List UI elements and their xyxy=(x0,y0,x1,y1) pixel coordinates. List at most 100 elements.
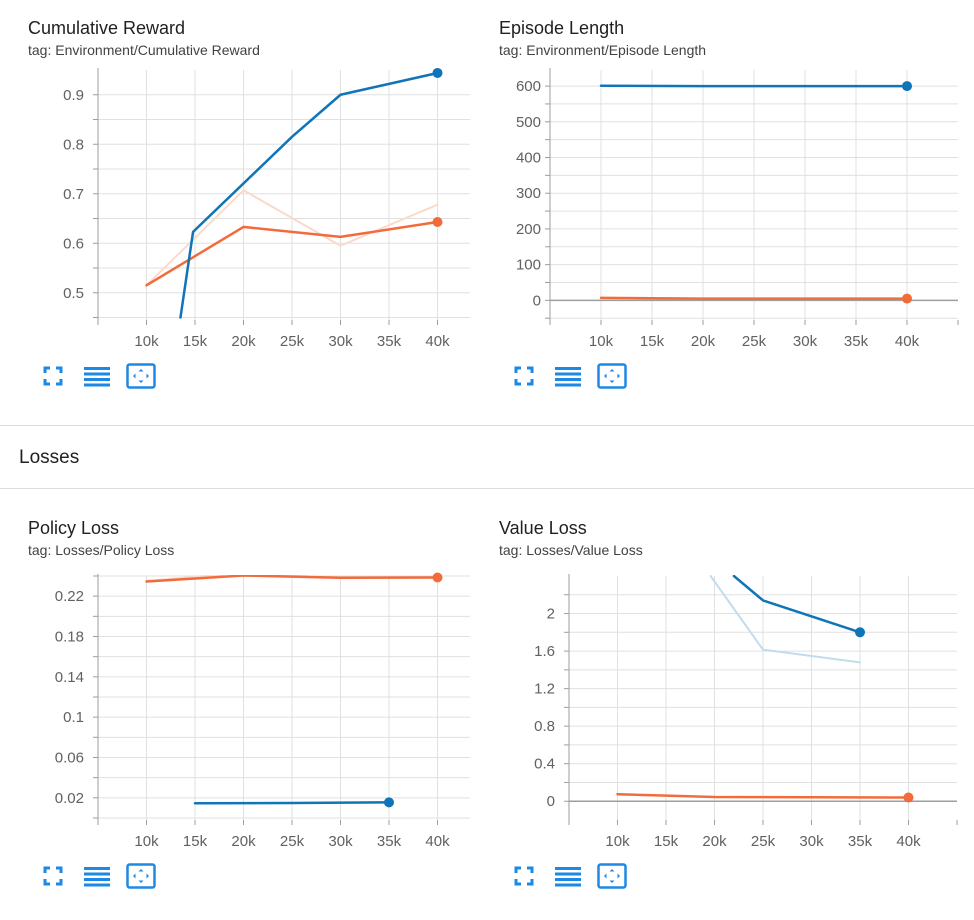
chart-title: Value Loss xyxy=(499,518,587,538)
y-tick-label: 500 xyxy=(516,114,541,131)
y-tick-label: 0.7 xyxy=(63,186,84,203)
y-tick-label: 0 xyxy=(533,292,541,309)
y-tick-label: 1.6 xyxy=(534,643,555,660)
x-tick-label: 15k xyxy=(640,333,665,350)
y-tick-label: 0.8 xyxy=(63,136,84,153)
x-tick-label: 15k xyxy=(183,333,208,350)
x-tick-label: 30k xyxy=(793,333,818,350)
x-tick-label: 20k xyxy=(702,833,727,850)
y-tick-label: 300 xyxy=(516,185,541,202)
fit-domain-icon[interactable] xyxy=(597,362,627,390)
x-tick-label: 25k xyxy=(751,833,776,850)
section-divider xyxy=(0,488,974,489)
plot-area xyxy=(145,71,439,319)
chart-toolbar xyxy=(38,362,156,390)
fit-domain-icon[interactable] xyxy=(126,862,156,890)
chart-toolbar xyxy=(509,362,627,390)
y-tick-label: 2 xyxy=(547,606,555,623)
toggle-y-log-icon[interactable] xyxy=(82,862,112,890)
series-end-dot-orange xyxy=(903,792,914,803)
chart-title: Cumulative Reward xyxy=(28,18,186,38)
y-tick-label: 200 xyxy=(516,221,541,238)
x-tick-label: 30k xyxy=(328,833,353,850)
x-tick-label: 20k xyxy=(231,333,256,350)
toggle-y-log-icon[interactable] xyxy=(553,362,583,390)
chart-card-cumulative-reward: Cumulative Reward tag: Environment/Cumul… xyxy=(0,0,470,400)
y-tick-label: 0.18 xyxy=(55,628,84,645)
chart-card-episode-length: Episode Length tag: Environment/Episode … xyxy=(471,0,959,400)
x-tick-label: 35k xyxy=(848,833,873,850)
chart-tag: tag: Environment/Cumulative Reward xyxy=(28,42,260,58)
x-tick-label: 10k xyxy=(589,333,614,350)
chart-policy-loss[interactable]: 10k 15k 20k 25k 30k 35k 40k 0.02 0.06 0.1 0.14 0.18… xyxy=(0,500,470,860)
x-tick-label: 10k xyxy=(605,833,630,850)
x-tick-label: 25k xyxy=(280,833,305,850)
series-line-blue xyxy=(179,71,439,319)
series-end-dot-blue xyxy=(855,627,865,638)
y-tick-label: 1.2 xyxy=(534,681,555,698)
series-line-orange xyxy=(145,220,439,287)
fullscreen-icon[interactable] xyxy=(509,362,539,390)
x-tick-label: 40k xyxy=(895,333,920,350)
x-tick-label: 10k xyxy=(134,833,159,850)
fit-domain-icon[interactable] xyxy=(597,862,627,890)
y-tick-label: 0.9 xyxy=(63,87,84,104)
x-tick-label: 35k xyxy=(377,833,402,850)
series-end-dot-blue xyxy=(432,67,443,78)
y-tick-label: 0.14 xyxy=(55,669,84,686)
plot-area xyxy=(599,84,909,300)
toggle-y-log-icon[interactable] xyxy=(553,862,583,890)
x-tick-label: 30k xyxy=(328,333,353,350)
chart-toolbar xyxy=(509,862,627,890)
series-end-dot-orange xyxy=(432,572,443,583)
y-tick-label: 0.5 xyxy=(63,285,84,302)
fullscreen-icon[interactable] xyxy=(509,862,539,890)
x-tick-label: 40k xyxy=(425,333,450,350)
toggle-y-log-icon[interactable] xyxy=(82,362,112,390)
y-tick-label: 0.1 xyxy=(63,709,84,726)
grid xyxy=(98,70,470,320)
series-end-dot-blue xyxy=(902,81,912,92)
fullscreen-icon[interactable] xyxy=(38,362,68,390)
chart-title: Policy Loss xyxy=(28,518,120,538)
plot-area xyxy=(145,575,439,805)
chart-value-loss[interactable]: 10k 15k 20k 25k 30k 35k 40k 0 0.4 0.8 1.2 1.6 2 xyxy=(471,500,974,860)
chart-card-value-loss: Value Loss tag: Losses/Value Loss 10k 15k… xyxy=(471,500,958,900)
x-tick-label: 20k xyxy=(691,333,716,350)
y-tick-label: 400 xyxy=(516,150,541,167)
chart-episode-length[interactable]: 10k 15k 20k 25k 30k 35k 40k 0 100 200 300 400 500 600 xyxy=(471,0,974,360)
fit-domain-icon[interactable] xyxy=(126,362,156,390)
chart-title: Episode Length xyxy=(499,18,625,38)
series-line-orange xyxy=(145,575,439,583)
chart-tag: tag: Losses/Value Loss xyxy=(499,542,643,558)
section-title-losses: Losses xyxy=(19,447,80,468)
plot-area xyxy=(616,575,910,799)
series-line-orange xyxy=(599,296,909,300)
series-end-dot-orange xyxy=(432,216,443,227)
fullscreen-icon[interactable] xyxy=(38,862,68,890)
series-line-orange xyxy=(616,792,910,799)
chart-tag: tag: Losses/Policy Loss xyxy=(28,542,175,558)
chart-toolbar xyxy=(38,862,156,890)
y-tick-label: 0.06 xyxy=(55,749,84,766)
x-tick-label: 25k xyxy=(742,333,767,350)
grid xyxy=(98,575,470,820)
series-line-blue xyxy=(193,801,391,805)
x-tick-label: 15k xyxy=(183,833,208,850)
x-tick-label: 40k xyxy=(896,833,921,850)
series-end-dot-blue xyxy=(384,797,394,808)
section-divider xyxy=(0,425,974,426)
chart-card-policy-loss: Policy Loss tag: Losses/Policy Loss 10k 1… xyxy=(0,500,470,900)
y-tick-label: 0 xyxy=(547,793,555,810)
y-tick-label: 0.02 xyxy=(55,790,84,807)
x-tick-label: 40k xyxy=(425,833,450,850)
x-tick-label: 25k xyxy=(280,333,305,350)
x-tick-label: 35k xyxy=(377,333,402,350)
series-end-dot-orange xyxy=(902,293,912,304)
y-tick-label: 0.22 xyxy=(55,588,84,605)
chart-cumulative-reward[interactable]: 10k 15k 20k 25k 30k 35k 40k 0.5 0.6 0.7 0.8 0.9 xyxy=(0,0,470,360)
y-tick-label: 0.8 xyxy=(534,718,555,735)
y-tick-label: 100 xyxy=(516,257,541,274)
x-tick-label: 10k xyxy=(134,333,159,350)
series-line-blue-raw xyxy=(709,575,861,664)
